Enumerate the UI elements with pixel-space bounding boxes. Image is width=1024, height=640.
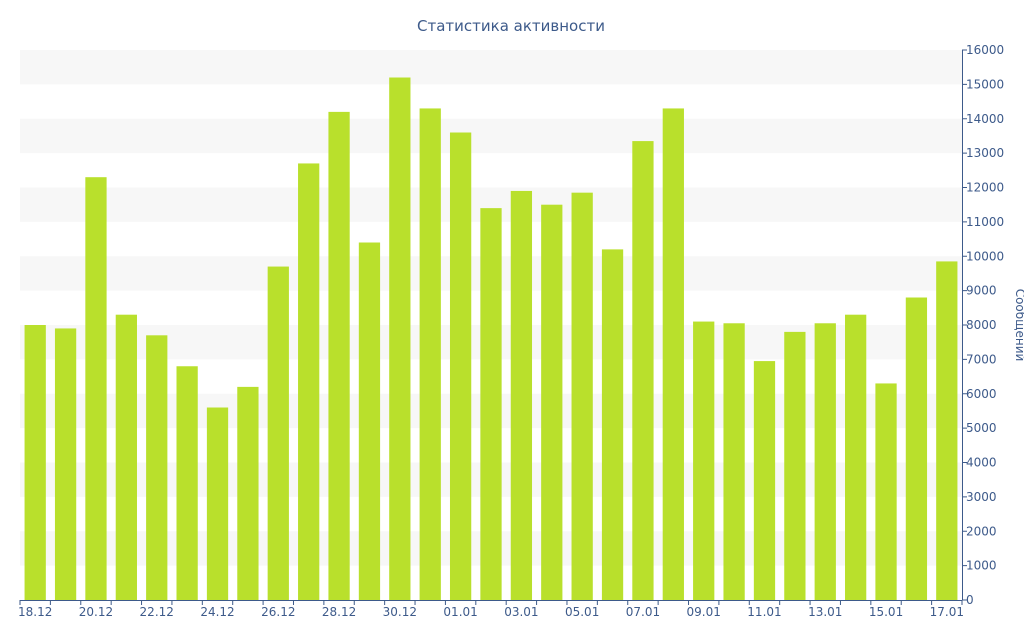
x-tick-label: 05.01	[565, 605, 599, 619]
bar-23.12	[176, 366, 198, 600]
bar-26.12	[267, 266, 289, 600]
x-tick-label: 30.12	[383, 605, 417, 619]
bar-28.12	[328, 111, 350, 601]
bar-series	[24, 77, 958, 601]
bar-11.01	[753, 361, 776, 600]
y-tick-label: 16000	[966, 43, 1004, 57]
y-tick-label: 2000	[966, 524, 997, 538]
x-tick-label: 07.01	[626, 605, 660, 619]
bar-01.01	[449, 132, 472, 600]
x-tick-label: 20.12	[79, 605, 113, 619]
y-tick-label: 5000	[966, 421, 997, 435]
bar-16.01	[905, 297, 928, 600]
bar-15.01	[875, 383, 897, 600]
y-tick-label: 13000	[966, 146, 1004, 160]
y-tick-label: 1000	[966, 559, 997, 573]
x-tick-label: 15.01	[869, 605, 903, 619]
bar-07.01	[632, 141, 654, 600]
bar-29.12	[358, 242, 381, 600]
y-tick-label: 9000	[966, 284, 997, 298]
y-tick-label: 7000	[966, 352, 997, 366]
bar-20.12	[85, 177, 107, 600]
bar-02.01	[480, 208, 502, 601]
bar-10.01	[723, 323, 745, 600]
y-tick-label: 10000	[966, 249, 1004, 263]
x-tick-label: 26.12	[261, 605, 295, 619]
y-tick-label: 12000	[966, 181, 1004, 195]
bar-24.12	[206, 407, 229, 600]
chart-title: Статистика активности	[417, 17, 605, 35]
bar-19.12	[54, 328, 77, 600]
bar-17.01	[936, 261, 958, 600]
x-tick-label: 13.01	[808, 605, 842, 619]
bar-18.12	[24, 325, 46, 600]
y-tick-label: 0	[966, 593, 974, 607]
bar-14.01	[845, 314, 867, 600]
bar-08.01	[662, 108, 684, 600]
x-tick-label: 28.12	[322, 605, 356, 619]
y-tick-label: 4000	[966, 456, 997, 470]
bar-21.12	[115, 314, 137, 600]
bar-06.01	[601, 249, 624, 601]
x-tick-label: 18.12	[18, 605, 52, 619]
bar-09.01	[693, 321, 715, 600]
bar-31.12	[419, 108, 441, 600]
x-tick-label: 01.01	[443, 605, 477, 619]
bar-12.01	[784, 331, 806, 601]
x-tick-label: 03.01	[504, 605, 538, 619]
bar-22.12	[146, 335, 168, 600]
bar-13.01	[814, 323, 836, 600]
grid-band	[20, 118, 962, 154]
y-axis: 0 1000 2000 3000 4000 5000 6000 7000 8000 9000 100…	[962, 43, 1004, 607]
y-tick-label: 3000	[966, 490, 997, 504]
y-tick-label: 15000	[966, 77, 1004, 91]
bar-04.01	[541, 204, 563, 600]
bar-03.01	[510, 190, 533, 600]
bar-30.12	[389, 77, 411, 600]
x-tick-label: 24.12	[200, 605, 234, 619]
x-axis: 18.12 20.12 22.12 24.12 26.12 28.12 30.12 01.01…	[18, 600, 964, 619]
x-tick-label: 09.01	[687, 605, 721, 619]
y-axis-label: Сообщений	[1013, 289, 1024, 362]
x-tick-label: 17.01	[930, 605, 964, 619]
bar-05.01	[571, 192, 593, 600]
bar-25.12	[237, 386, 259, 601]
bar-27.12	[298, 163, 320, 600]
grid-band	[20, 50, 962, 85]
x-tick-label: 22.12	[140, 605, 174, 619]
y-tick-label: 6000	[966, 387, 997, 401]
y-tick-label: 8000	[966, 318, 997, 332]
y-tick-label: 14000	[966, 112, 1004, 126]
x-tick-label: 11.01	[747, 605, 781, 619]
y-tick-label: 11000	[966, 215, 1004, 229]
